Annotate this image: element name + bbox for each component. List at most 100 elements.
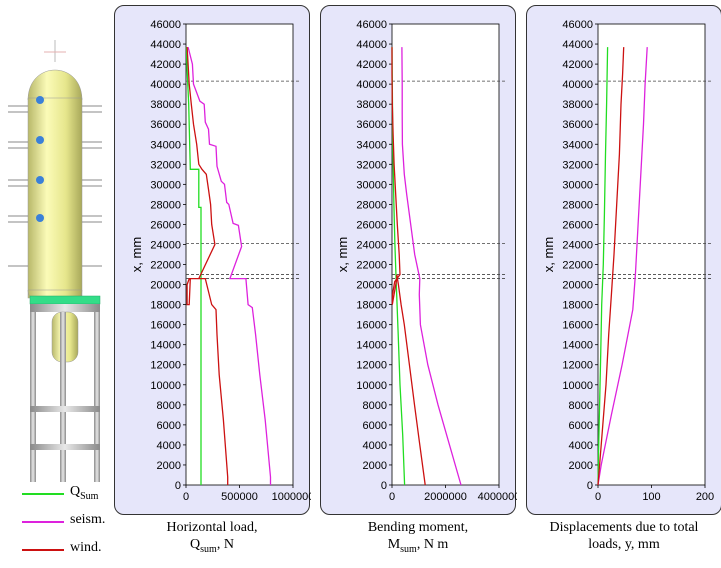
y-tick-label: 18000 — [562, 300, 593, 312]
y-tick-label: 16000 — [562, 320, 593, 332]
y-tick-label: 4000 — [569, 440, 593, 452]
legend-swatch-q-sum — [22, 493, 64, 495]
y-tick-label: 36000 — [562, 119, 593, 131]
y-tick-label: 12000 — [150, 360, 181, 372]
y-tick-label: 22000 — [356, 260, 387, 272]
y-tick-label: 10000 — [562, 380, 593, 392]
y-tick-label: 34000 — [150, 139, 181, 151]
y-tick-label: 38000 — [562, 99, 593, 111]
y-tick-label: 28000 — [356, 199, 387, 211]
y-tick-label: 34000 — [562, 139, 593, 151]
caption-line1: Horizontal load, — [166, 520, 258, 535]
y-axis-label: x, mm — [335, 237, 350, 272]
y-tick-label: 16000 — [356, 320, 387, 332]
caption-horizontal-load: Horizontal load, Qsum, N — [114, 519, 310, 558]
y-tick-label: 4000 — [157, 440, 181, 452]
plot-area — [391, 23, 500, 486]
y-tick-label: 46000 — [356, 19, 387, 31]
y-tick-label: 38000 — [150, 99, 181, 111]
caption-displacements: Displacements due to total loads, y, mm — [526, 519, 721, 553]
legend-swatch-wind — [22, 549, 64, 551]
y-tick-label: 4000 — [363, 440, 387, 452]
y-tick-label: 14000 — [150, 340, 181, 352]
y-tick-label: 36000 — [356, 119, 387, 131]
caption-line1: Displacements due to total — [549, 520, 699, 535]
legend-swatch-seism — [22, 521, 64, 523]
chart-panel-bending-moment: 0 2000 4000 6000 8000 10000 12000 14000 16000 180… — [320, 5, 517, 515]
caption-line2: Msum, N m — [387, 537, 449, 555]
y-tick-label: 28000 — [150, 199, 181, 211]
plot-area — [597, 23, 706, 486]
series-line-q-sum — [185, 47, 202, 485]
y-tick-label: 2000 — [569, 460, 593, 472]
x-tick-label: 2000000 — [424, 491, 467, 503]
y-tick-label: 22000 — [562, 260, 593, 272]
y-tick-label: 18000 — [150, 300, 181, 312]
x-tick-label: 0 — [183, 491, 189, 503]
y-tick-label: 0 — [587, 480, 593, 492]
y-tick-label: 26000 — [150, 219, 181, 231]
x-tick-label: 0 — [389, 491, 395, 503]
y-tick-label: 12000 — [562, 360, 593, 372]
x-tick-label: 100 — [642, 491, 660, 503]
y-tick-label: 20000 — [150, 280, 181, 292]
y-tick-label: 2000 — [157, 460, 181, 472]
series-line-wind- — [186, 47, 229, 485]
y-tick-label: 30000 — [150, 179, 181, 191]
y-tick-label: 14000 — [562, 340, 593, 352]
x-tick-label: 4000000 — [478, 491, 517, 503]
y-tick-label: 18000 — [356, 300, 387, 312]
y-tick-label: 24000 — [562, 239, 593, 251]
y-tick-label: 0 — [175, 480, 181, 492]
y-tick-label: 6000 — [569, 420, 593, 432]
y-tick-label: 34000 — [356, 139, 387, 151]
y-tick-label: 40000 — [562, 79, 593, 91]
y-tick-label: 26000 — [356, 219, 387, 231]
series-line-wind- — [597, 47, 625, 486]
y-tick-label: 10000 — [150, 380, 181, 392]
y-tick-label: 40000 — [150, 79, 181, 91]
y-tick-label: 32000 — [356, 159, 387, 171]
y-tick-label: 44000 — [562, 39, 593, 51]
y-tick-label: 8000 — [157, 400, 181, 412]
x-tick-label: 1000000 — [272, 491, 311, 503]
y-tick-label: 40000 — [356, 79, 387, 91]
y-axis-label: x, mm — [129, 237, 144, 272]
y-axis-label: x, mm — [541, 237, 556, 272]
y-tick-label: 16000 — [150, 320, 181, 332]
caption-bending-moment: Bending moment, Msum, N m — [320, 519, 516, 558]
y-tick-label: 44000 — [356, 39, 387, 51]
y-tick-label: 14000 — [356, 340, 387, 352]
caption-line2: Qsum, N — [190, 537, 234, 555]
y-tick-label: 20000 — [562, 280, 593, 292]
vessel-model-image — [8, 40, 102, 482]
y-tick-label: 38000 — [356, 99, 387, 111]
caption-line2: loads, y, mm — [588, 537, 660, 552]
x-tick-label: 200 — [696, 491, 714, 503]
y-tick-label: 46000 — [150, 19, 181, 31]
series-line-q-sum — [597, 47, 609, 486]
y-tick-label: 24000 — [356, 239, 387, 251]
chart-panel-horizontal-load: 0 2000 4000 6000 8000 10000 12000 14000 16000 180… — [114, 5, 311, 515]
y-tick-label: 24000 — [150, 239, 181, 251]
caption-line1: Bending moment, — [367, 520, 469, 535]
y-tick-label: 8000 — [363, 400, 387, 412]
plot-area — [185, 23, 294, 486]
series-line-seism- — [401, 47, 462, 486]
series-line-seism- — [187, 46, 272, 485]
y-tick-label: 10000 — [356, 380, 387, 392]
y-tick-label: 2000 — [363, 460, 387, 472]
legend-label-q-sum: QSum — [70, 484, 99, 502]
y-tick-label: 22000 — [150, 260, 181, 272]
y-tick-label: 46000 — [562, 19, 593, 31]
y-tick-label: 30000 — [562, 179, 593, 191]
x-tick-label: 0 — [595, 491, 601, 503]
y-tick-label: 36000 — [150, 119, 181, 131]
x-tick-label: 500000 — [221, 491, 258, 503]
chart-bending-moment: 0 2000 4000 6000 8000 10000 12000 14000 16000 180… — [335, 19, 517, 503]
y-tick-label: 42000 — [356, 59, 387, 71]
y-tick-label: 6000 — [157, 420, 181, 432]
y-tick-label: 32000 — [562, 159, 593, 171]
chart-panel-displacements: 0 2000 4000 6000 8000 10000 12000 14000 16000 180… — [526, 5, 721, 515]
y-tick-label: 44000 — [150, 39, 181, 51]
